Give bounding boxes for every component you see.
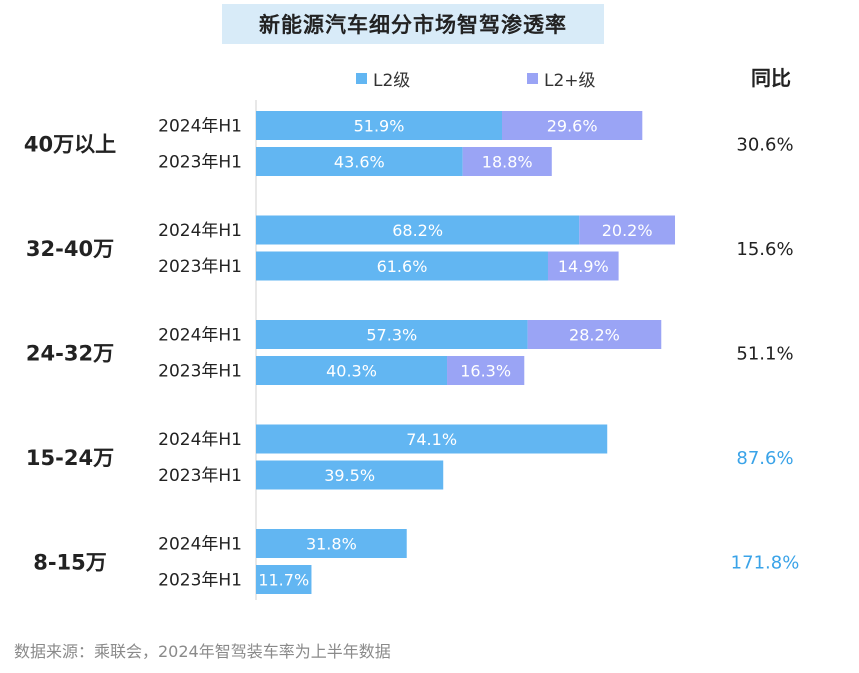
period-label: 2023年H1 [158,571,242,591]
bar-l2 [256,215,580,245]
bar-l2-label: 39.5% [324,466,375,485]
bar-l2plus-label: 16.3% [460,362,511,381]
bar-l2plus [447,356,525,385]
bar-l2plus [527,320,662,349]
source-footer: 数据来源：乘联会，2024年智驾装车率为上半年数据 [14,642,391,661]
bar-l2 [256,356,448,385]
bar-l2-label: 68.2% [392,221,443,240]
yoy-value: 87.6% [736,448,793,469]
chart-title-box: 新能源汽车细分市场智驾渗透率 [222,4,604,44]
chart-title: 新能源汽车细分市场智驾渗透率 [259,13,567,37]
bar-l2plus-label: 18.8% [482,153,533,172]
bar-l2plus-label: 28.2% [569,326,620,345]
bar-l2 [256,251,548,281]
period-label: 2023年H1 [158,257,242,277]
bar-l2plus-label: 14.9% [558,257,609,276]
group-label: 24-32万 [26,342,114,366]
bar-l2-label: 11.7% [258,571,309,590]
bar-l2 [256,424,608,454]
period-label: 2023年H1 [158,466,242,486]
period-label: 2024年H1 [158,326,242,346]
yoy-value: 171.8% [731,553,800,574]
group-label: 15-24万 [26,446,114,470]
legend-item-l2: L2级 [356,66,411,91]
legend-label-l2: L2级 [373,70,411,91]
legend-swatch-l2 [356,72,367,84]
bar-l2-label: 31.8% [306,535,357,554]
bar-l2plus-label: 29.6% [547,117,598,136]
bar-l2 [256,529,407,558]
yoy-value: 30.6% [736,135,793,156]
bar-l2-label: 51.9% [354,117,405,136]
legend-label-l2plus: L2+级 [544,70,596,91]
bar-l2 [256,147,463,176]
group-label: 32-40万 [26,237,114,261]
bar-l2-label: 74.1% [406,430,457,449]
legend-swatch-l2plus [527,72,538,84]
period-label: 2023年H1 [158,362,242,382]
bar-l2 [256,320,528,349]
bar-l2 [256,111,503,140]
legend-item-l2plus: L2+级 [527,66,596,91]
bar-l2 [256,565,312,594]
bar-l2plus [547,251,619,281]
bar-l2plus-label: 20.2% [602,221,653,240]
period-label: 2023年H1 [158,153,242,173]
yoy-value: 51.1% [736,344,793,365]
bar-l2-label: 57.3% [366,326,417,345]
yoy-value: 15.6% [736,239,793,260]
period-label: 2024年H1 [158,535,242,555]
period-label: 2024年H1 [158,221,242,241]
period-label: 2024年H1 [158,430,242,450]
yoy-header: 同比 [751,66,791,90]
bar-l2 [256,460,444,490]
bar-l2plus [579,215,676,245]
bar-l2plus [462,147,552,176]
group-label: 40万以上 [24,133,116,157]
period-label: 2024年H1 [158,117,242,137]
group-label: 8-15万 [33,551,107,575]
bar-l2plus [502,111,643,140]
bar-l2-label: 40.3% [326,362,377,381]
bar-l2-label: 43.6% [334,153,385,172]
bar-l2-label: 61.6% [377,257,428,276]
